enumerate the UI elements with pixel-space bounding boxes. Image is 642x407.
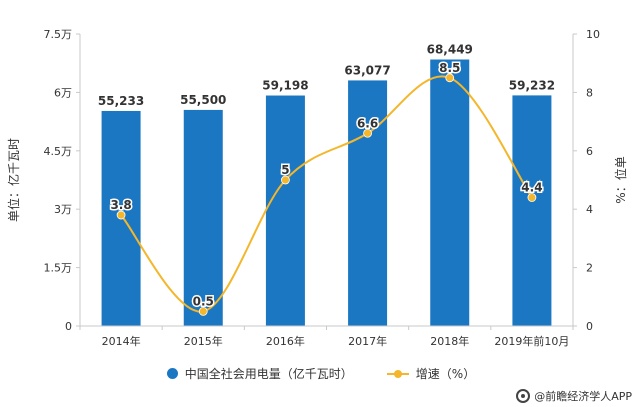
left-tick-label-4: 6万 <box>54 86 72 99</box>
bar-value-label-4: 68,449 <box>427 43 473 57</box>
legend-line-label: 增速（%） <box>415 366 476 381</box>
growth-value-label-0: 3.8 <box>110 198 131 212</box>
left-tick-label-2: 3万 <box>54 203 72 216</box>
left-axis-title: 单位：亿千瓦时 <box>6 138 21 222</box>
legend-bar-marker <box>166 367 178 379</box>
bar-value-label-0: 55,233 <box>98 94 144 108</box>
x-tick-label-0: 2014年 <box>102 334 141 348</box>
combo-chart: 0 1.5万 3万 4.5万 6万 7.5万 0 2 4 6 8 10 2014年 2015年 2016年 2… <box>6 28 628 348</box>
right-tick-label-5: 10 <box>586 28 600 41</box>
legend-item-bar[interactable]: 中国全社会用电量（亿千瓦时） <box>166 365 353 382</box>
bar-value-label-3: 63,077 <box>344 63 390 77</box>
growth-point-4 <box>445 73 455 83</box>
growth-value-label-1: 0.5 <box>193 294 214 308</box>
left-tick-label-3: 4.5万 <box>44 145 73 158</box>
legend-line-marker <box>386 368 409 379</box>
source-credit: @前瞻经济学人APP <box>516 388 632 404</box>
legend-bar-label: 中国全社会用电量（亿千瓦时） <box>184 366 353 381</box>
source-label: @前瞻经济学人APP <box>534 390 632 403</box>
x-tick-label-3: 2017年 <box>348 334 387 348</box>
growth-point-2 <box>281 175 290 185</box>
growth-point-1 <box>198 306 208 316</box>
right-tick-label-2: 4 <box>586 203 593 216</box>
x-tick-label-5: 2019年前10月 <box>494 334 569 348</box>
chart-legend: 中国全社会用电量（亿千瓦时） 增速（%） <box>0 363 642 383</box>
right-tick-label-1: 2 <box>586 262 593 275</box>
growth-value-label-3: 6.6 <box>357 116 378 130</box>
axes-layer: 0 1.5万 3万 4.5万 6万 7.5万 0 2 4 6 8 10 2014年 2015年 2016年 2… <box>6 28 628 348</box>
growth-point-3 <box>363 128 372 138</box>
growth-point-0 <box>116 210 126 220</box>
left-tick-label-1: 1.5万 <box>44 262 73 275</box>
bar-5 <box>512 95 552 327</box>
growth-point-5 <box>527 193 537 202</box>
bar-1 <box>183 109 223 326</box>
right-tick-label-0: 0 <box>586 320 593 333</box>
x-tick-label-1: 2015年 <box>184 334 223 348</box>
right-axis-title: %：位单 <box>613 156 628 203</box>
bar-4 <box>430 59 470 327</box>
growth-value-label-4: 8.5 <box>439 61 460 75</box>
bar-2 <box>265 95 305 326</box>
legend-item-line[interactable]: 增速（%） <box>386 365 476 382</box>
qianzhan-logo-icon <box>516 389 531 403</box>
x-tick-label-2: 2016年 <box>266 334 305 348</box>
bar-value-label-2: 59,198 <box>262 79 308 93</box>
bar-value-label-5: 59,232 <box>509 78 555 92</box>
growth-rate-line <box>120 75 533 313</box>
x-tick-label-4: 2018年 <box>430 334 469 348</box>
bars-layer <box>101 59 552 327</box>
growth-value-label-2: 5 <box>281 163 289 177</box>
bar-3 <box>348 80 388 326</box>
labels-layer: 55,233 55,500 59,198 63,077 68,449 59,232 3.8 0… <box>98 43 555 310</box>
growth-value-label-5: 4.4 <box>521 181 542 195</box>
right-tick-label-4: 8 <box>586 86 593 99</box>
line-layer <box>116 73 537 316</box>
left-tick-label-5: 7.5万 <box>44 28 73 41</box>
left-tick-label-0: 0 <box>65 320 72 333</box>
right-tick-label-3: 6 <box>586 145 593 158</box>
bar-value-label-1: 55,500 <box>180 93 226 107</box>
